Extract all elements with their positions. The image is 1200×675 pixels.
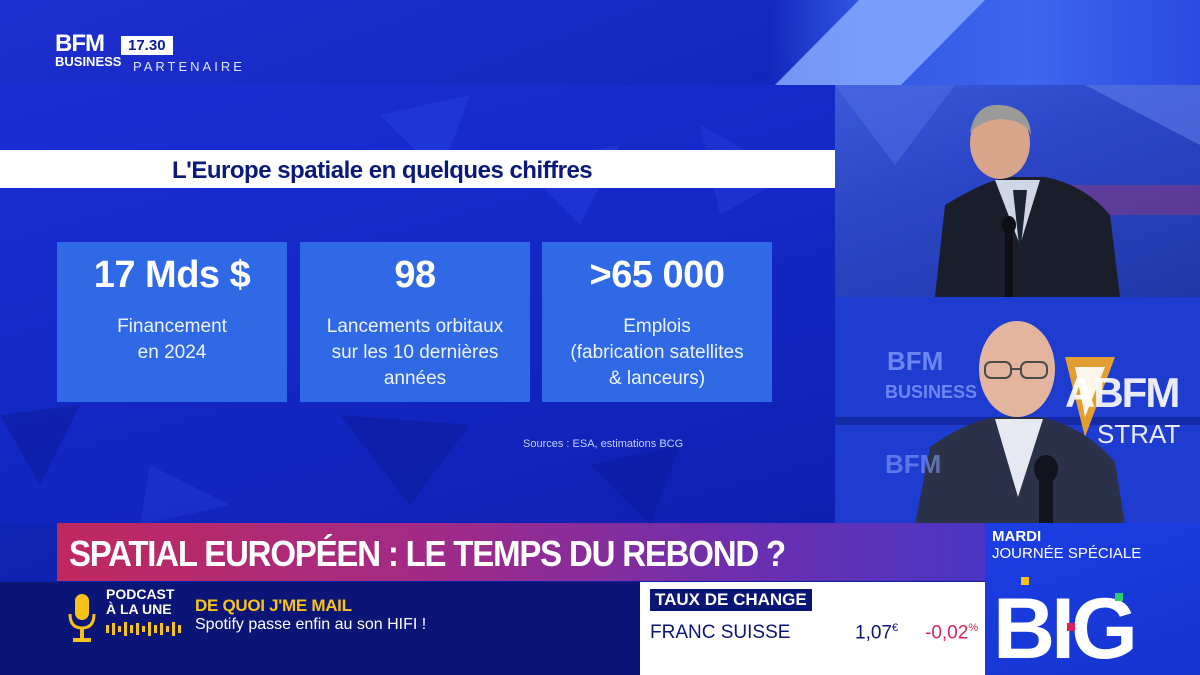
currency-name: FRANC SUISSE xyxy=(650,622,791,643)
panel-title: L'Europe spatiale en quelques chiffres xyxy=(172,157,593,184)
promo-day: MARDI xyxy=(992,528,1042,545)
ticker-title: DE QUOI J'ME MAIL xyxy=(195,596,352,615)
studio-backdrop xyxy=(835,85,1200,297)
panel-title-bar: L'Europe spatiale en quelques chiffres xyxy=(0,150,835,188)
backdrop-abfm-text: ABFM xyxy=(1065,369,1180,416)
podcast-label: PODCAST À LA UNE xyxy=(106,587,174,617)
promo-box: MARDI JOURNÉE SPÉCIALE BIG xyxy=(985,523,1200,675)
microphone-icon xyxy=(68,594,96,642)
guest-1-head xyxy=(970,107,1030,179)
stat-value: 98 xyxy=(394,254,436,296)
currency-rate-value: 1,07 xyxy=(855,622,892,644)
promo-subtitle: JOURNÉE SPÉCIALE xyxy=(992,545,1142,562)
backdrop-business-text: BUSINESS xyxy=(885,382,978,402)
backdrop-bfm-text-lower: BFM xyxy=(885,449,942,479)
logo-bfm-text: BFM xyxy=(55,30,105,57)
video-feed-guest-2: BFM BUSINESS BFM ABFM STRAT xyxy=(835,297,1200,525)
stat-description: Emplois (fabrication satellites & lanceu… xyxy=(570,316,744,389)
currency-change-unit: % xyxy=(968,622,979,634)
exchange-rate-header: TAUX DE CHANGE xyxy=(650,589,812,611)
stat-card-launches: 98 Lancements orbitaux sur les 10 derniè… xyxy=(300,242,530,402)
big-logo-text: BIG xyxy=(993,581,1134,675)
headline-banner: SPATIAL EUROPÉEN : LE TEMPS DU REBOND ? xyxy=(57,523,987,581)
news-ticker: PODCAST À LA UNE DE QUOI J'ME MAIL Spoti… xyxy=(0,582,640,675)
partner-tag: PARTENAIRE xyxy=(133,59,245,74)
big-logo: BIG xyxy=(993,577,1138,675)
backdrop-strat-text: STRAT xyxy=(1097,419,1181,449)
stat-card-jobs: >65 000 Emplois (fabrication satellites … xyxy=(542,242,772,402)
info-panel: L'Europe spatiale en quelques chiffres 1… xyxy=(0,85,835,525)
logo-business-text: BUSINESS xyxy=(55,54,122,69)
program-time: 17.30 xyxy=(121,36,173,55)
sources-note: Sources : ESA, estimations BCG xyxy=(523,438,684,450)
ticker-text: Spotify passe enfin au son HIFI ! xyxy=(195,616,427,633)
stat-description: Lancements orbitaux sur les 10 dernières… xyxy=(326,316,504,389)
audio-wave-icon xyxy=(106,622,181,636)
stat-value: >65 000 xyxy=(589,254,725,296)
backdrop-bfm-text: BFM xyxy=(887,346,944,376)
stat-description: Financement en 2024 xyxy=(117,316,227,363)
stat-card-funding: 17 Mds $ Financement en 2024 xyxy=(57,242,287,402)
guest-1-suit xyxy=(935,176,1120,297)
podcast-label-line1: PODCAST xyxy=(106,586,175,602)
currency-rate: 1,07€ xyxy=(855,622,898,644)
currency-change-value: -0,02 xyxy=(925,622,969,644)
headline-text: SPATIAL EUROPÉEN : LE TEMPS DU REBOND ? xyxy=(69,533,786,574)
podcast-label-line2: À LA UNE xyxy=(106,601,172,617)
currency-rate-unit: € xyxy=(891,622,899,634)
video-feed-guest-1 xyxy=(835,85,1200,297)
stat-value: 17 Mds $ xyxy=(93,254,251,296)
exchange-rate-box: TAUX DE CHANGE FRANC SUISSE 1,07€ -0,02% xyxy=(640,582,985,675)
studio-backdrop xyxy=(835,297,1200,525)
currency-change: -0,02% xyxy=(925,622,978,644)
